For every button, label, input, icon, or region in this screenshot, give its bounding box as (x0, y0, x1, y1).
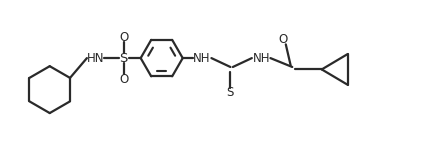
Text: HN: HN (86, 52, 104, 65)
Text: O: O (278, 33, 287, 46)
Text: S: S (226, 86, 233, 99)
Text: O: O (119, 73, 128, 86)
Text: NH: NH (193, 52, 210, 65)
Text: S: S (119, 52, 127, 65)
Text: NH: NH (252, 52, 269, 65)
Text: O: O (119, 31, 128, 44)
